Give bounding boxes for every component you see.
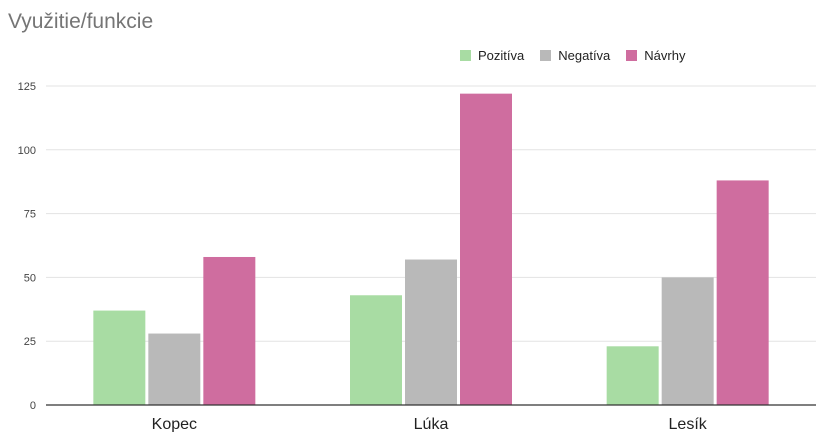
y-tick-label: 100: [18, 145, 36, 157]
bar: [607, 346, 659, 405]
bar: [405, 260, 457, 405]
x-tick-label: Lesík: [669, 416, 708, 432]
bar: [93, 311, 145, 405]
y-tick-label: 125: [18, 81, 36, 93]
x-tick-label: Lúka: [414, 416, 449, 432]
bar: [148, 334, 200, 405]
y-tick-label: 25: [24, 336, 36, 348]
bar: [460, 94, 512, 405]
y-tick-label: 50: [24, 272, 36, 284]
y-tick-label: 0: [30, 400, 36, 412]
bar: [203, 257, 255, 405]
bar: [662, 277, 714, 405]
y-tick-label: 75: [24, 209, 36, 221]
bar: [350, 295, 402, 405]
x-tick-label: Kopec: [152, 416, 197, 432]
bar: [717, 180, 769, 405]
